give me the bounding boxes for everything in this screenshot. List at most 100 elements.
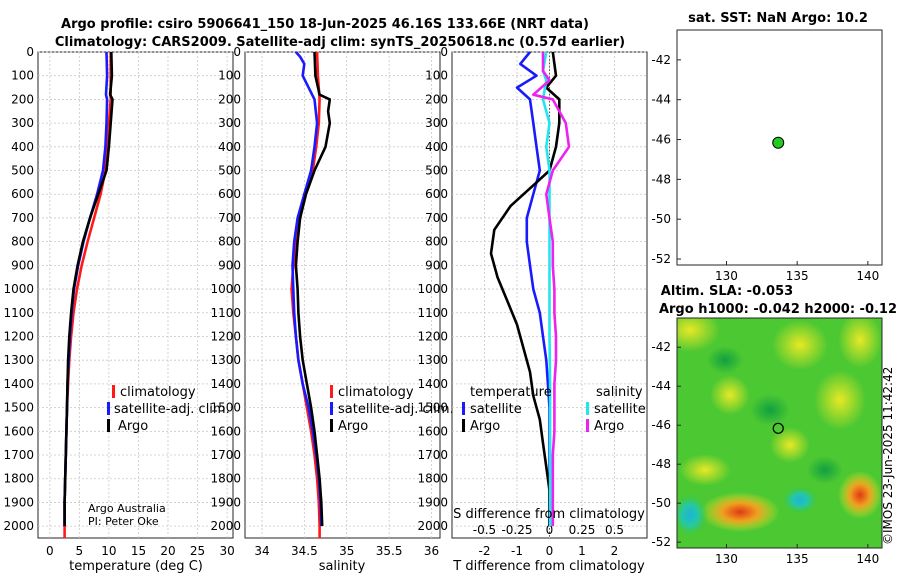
s-tick-label: -0.25 <box>501 523 532 537</box>
map-x-tick-label: 135 <box>786 269 809 283</box>
s-tick-label: 0.5 <box>605 523 624 537</box>
legend-label-s-satellite: satellite <box>594 402 646 417</box>
x-tick-label: 5 <box>76 544 84 558</box>
series-line-argo <box>63 51 114 527</box>
difference-panel: 0100200300400500600700800900100011001200… <box>417 45 648 574</box>
depth-tick-label: 0 <box>440 45 448 59</box>
depth-tick-label: 1800 <box>417 472 448 486</box>
depth-tick-label: 700 <box>425 211 448 225</box>
legend-title-temperature: temperature <box>470 385 552 400</box>
depth-tick-label: 1500 <box>210 401 241 415</box>
legend-label-argo: Argo <box>338 419 368 434</box>
depth-tick-label: 1000 <box>210 282 241 296</box>
legend-label-climatology: climatology <box>338 385 414 400</box>
temperature-series <box>63 51 114 538</box>
x-tick-label: 0 <box>546 544 554 558</box>
depth-tick-label: 1100 <box>210 306 241 320</box>
difference-legend-temperature: temperature satellite Argo <box>462 385 552 434</box>
depth-tick-label: 1600 <box>417 424 448 438</box>
map-x-tick-label: 140 <box>856 269 879 283</box>
sla-map-title-line2: Argo h1000: -0.042 h2000: -0.12 <box>659 302 897 317</box>
map-x-tick-label: 140 <box>856 552 879 566</box>
legend-swatch-argo <box>330 419 333 432</box>
map-x-tick-label: 130 <box>715 269 738 283</box>
x-tick-label: 15 <box>131 544 146 558</box>
s-tick-label: -0.5 <box>473 523 496 537</box>
salinity-xlabel: salinity <box>319 559 366 574</box>
series-line-salinity-argo <box>531 52 571 527</box>
map-x-tick-label: 135 <box>786 552 809 566</box>
depth-tick-label: 800 <box>218 235 241 249</box>
temperature-grid <box>38 51 233 538</box>
depth-tick-label: 1400 <box>3 377 34 391</box>
legend-label-t-satellite: satellite <box>470 402 522 417</box>
depth-tick-label: 0 <box>233 45 241 59</box>
map-y-tick-label: -52 <box>651 535 671 549</box>
depth-tick-label: 2000 <box>3 519 34 533</box>
depth-tick-label: 1300 <box>3 353 34 367</box>
depth-tick-label: 1600 <box>3 424 34 438</box>
legend-label-s-argo: Argo <box>594 419 624 434</box>
map-y-tick-label: -48 <box>651 172 671 186</box>
sla-map-ticks: 130 135 140 -42 -44 -46 -48 -50 -52 <box>651 340 879 566</box>
depth-tick-label: 1800 <box>210 472 241 486</box>
depth-tick-label: 700 <box>218 211 241 225</box>
x-tick-label: 10 <box>101 544 116 558</box>
sla-map-title-line1: Altim. SLA: -0.053 <box>661 284 793 299</box>
argo-location-marker <box>772 422 784 434</box>
sst-map-ticks: 130 135 140 -42 -44 -46 -48 -50 -52 <box>651 53 879 283</box>
salinity-series <box>290 51 332 538</box>
depth-tick-label: 1900 <box>210 495 241 509</box>
s-tick-label: 0.25 <box>569 523 596 537</box>
difference-xlabel-top: S difference from climatology <box>453 507 645 522</box>
depth-tick-label: 400 <box>218 140 241 154</box>
depth-tick-label: 0 <box>26 45 34 59</box>
map-y-tick-label: -44 <box>651 379 671 393</box>
depth-tick-label: 1200 <box>417 329 448 343</box>
legend-title-salinity: salinity <box>596 385 643 400</box>
depth-tick-label: 1400 <box>210 377 241 391</box>
depth-tick-label: 1700 <box>210 448 241 462</box>
x-tick-label: 0 <box>46 544 54 558</box>
difference-xlabel: T difference from climatology <box>452 559 645 574</box>
sst-map-panel: sat. SST: NaN Argo: 10.2 130 135 140 -42 -44… <box>651 11 883 283</box>
depth-tick-label: 100 <box>218 69 241 83</box>
temperature-xlabel: temperature (deg C) <box>69 559 203 574</box>
depth-tick-label: 1900 <box>3 495 34 509</box>
x-tick-label: 2 <box>611 544 619 558</box>
x-tick-label: 34 <box>254 544 269 558</box>
salinity-axes <box>244 51 441 539</box>
sla-heatmap <box>677 318 882 548</box>
legend-swatch-climatology <box>112 385 115 398</box>
salinity-legend: climatology satellite-adj. clim. Argo <box>330 385 454 434</box>
legend-label-t-argo: Argo <box>470 419 500 434</box>
figure-title-line2: Climatology: CARS2009. Satellite-adj cli… <box>55 35 625 50</box>
x-tick-label: 35 <box>339 544 354 558</box>
depth-tick-label: 2000 <box>417 519 448 533</box>
depth-tick-label: 200 <box>218 92 241 106</box>
figure-title-line1: Argo profile: csiro 5906641_150 18-Jun-2… <box>61 17 589 32</box>
x-tick-label: 36 <box>424 544 439 558</box>
depth-tick-label: 300 <box>218 116 241 130</box>
depth-tick-label: 1700 <box>417 448 448 462</box>
legend-label-climatology: climatology <box>120 385 196 400</box>
depth-tick-label: 1200 <box>210 329 241 343</box>
depth-tick-label: 500 <box>425 164 448 178</box>
depth-tick-label: 400 <box>425 140 448 154</box>
x-tick-label: -2 <box>479 544 491 558</box>
depth-tick-label: 200 <box>11 92 34 106</box>
depth-tick-label: 500 <box>218 164 241 178</box>
depth-tick-label: 300 <box>11 116 34 130</box>
depth-tick-label: 100 <box>11 69 34 83</box>
legend-swatch-s-argo <box>586 419 589 432</box>
depth-tick-label: 600 <box>11 187 34 201</box>
x-tick-label: 35.5 <box>376 544 403 558</box>
difference-series <box>489 51 571 527</box>
depth-tick-label: 300 <box>425 116 448 130</box>
depth-tick-label: 1700 <box>3 448 34 462</box>
depth-tick-label: 700 <box>11 211 34 225</box>
map-y-tick-label: -50 <box>651 496 671 510</box>
legend-swatch-satellite <box>330 402 333 415</box>
series-line-salinity-satellite <box>541 51 552 527</box>
